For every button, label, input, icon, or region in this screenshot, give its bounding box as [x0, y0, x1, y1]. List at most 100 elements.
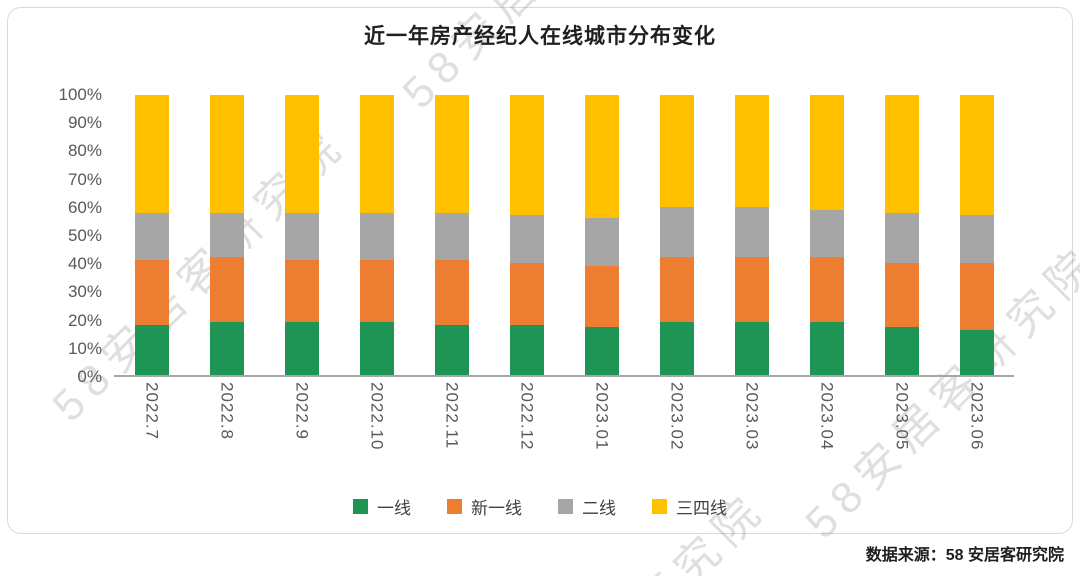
bar-column: [714, 95, 789, 375]
bar-segment-tier1: [584, 327, 619, 375]
bar-segment-tier1: [209, 321, 244, 375]
bar-column: [639, 95, 714, 375]
bar-segment-tier34: [434, 95, 469, 213]
bar-column: [564, 95, 639, 375]
bar-segment-tier2: [209, 212, 244, 258]
x-axis-slot: 2023.04: [789, 382, 864, 492]
x-axis-slot: 2022.11: [414, 382, 489, 492]
bar-column: [339, 95, 414, 375]
bar-column: [864, 95, 939, 375]
bar-segment-tier1: [434, 324, 469, 375]
stacked-bar: [659, 95, 694, 375]
bar-segment-new-tier1: [134, 260, 169, 325]
bar-segment-tier34: [134, 95, 169, 213]
stacked-bar: [959, 95, 994, 375]
x-axis-label: 2023.04: [817, 382, 837, 451]
x-axis-slot: 2022.9: [264, 382, 339, 492]
bar-segment-tier2: [584, 218, 619, 266]
bar-segment-tier34: [284, 95, 319, 213]
bar-segment-tier34: [884, 95, 919, 213]
bar-segment-tier1: [809, 321, 844, 375]
bar-segment-tier34: [209, 95, 244, 213]
bar-segment-new-tier1: [959, 263, 994, 331]
plot-area: [114, 95, 1014, 377]
bar-segment-tier1: [359, 321, 394, 375]
x-axis-label: 2022.12: [517, 382, 537, 451]
bar-segment-new-tier1: [434, 260, 469, 325]
bar-column: [789, 95, 864, 375]
legend-label: 一线: [377, 499, 411, 518]
x-axis-slot: 2023.01: [564, 382, 639, 492]
bar-segment-new-tier1: [284, 260, 319, 322]
bar-segment-new-tier1: [509, 263, 544, 325]
chart-frame: [7, 7, 1073, 534]
bar-segment-tier1: [134, 324, 169, 375]
bar-segment-tier34: [359, 95, 394, 213]
bar-column: [264, 95, 339, 375]
bar-segment-new-tier1: [809, 257, 844, 322]
bar-segment-tier2: [509, 215, 544, 264]
bar-segment-tier34: [584, 95, 619, 219]
bar-segment-tier2: [809, 209, 844, 258]
bar-segment-tier2: [359, 212, 394, 261]
bar-segment-new-tier1: [734, 257, 769, 322]
bar-segment-tier2: [284, 212, 319, 261]
stacked-bar: [209, 95, 244, 375]
legend-swatch-tier1: [353, 499, 368, 514]
bar-column: [414, 95, 489, 375]
legend-swatch-new-tier1: [447, 499, 462, 514]
legend-swatch-tier34: [652, 499, 667, 514]
bar-segment-tier2: [959, 215, 994, 264]
stacked-bar: [284, 95, 319, 375]
bar-segment-tier2: [434, 212, 469, 261]
stacked-bar: [134, 95, 169, 375]
legend-label: 二线: [582, 499, 616, 518]
stacked-bar: [434, 95, 469, 375]
x-axis-label: 2022.7: [142, 382, 162, 440]
bar-segment-tier2: [659, 207, 694, 258]
bar-segment-tier34: [509, 95, 544, 216]
y-axis: 100% 90% 80% 70% 60% 50% 40% 30% 20% 10% 0%: [58, 85, 102, 386]
legend-label: 三四线: [676, 499, 727, 518]
bar-column: [189, 95, 264, 375]
x-axis-slot: 2022.7: [114, 382, 189, 492]
x-axis-slot: 2022.10: [339, 382, 414, 492]
legend-item-new-tier1: 新一线: [447, 494, 522, 519]
bar-segment-tier2: [884, 212, 919, 264]
x-axis-label: 2023.05: [892, 382, 912, 451]
bar-column: [489, 95, 564, 375]
x-axis-label: 2023.03: [742, 382, 762, 451]
bar-segment-tier1: [734, 321, 769, 375]
stacked-bar: [809, 95, 844, 375]
x-axis-label: 2022.9: [292, 382, 312, 440]
stacked-bar: [584, 95, 619, 375]
x-axis: 2022.7 2022.8 2022.9 2022.10 2022.11 2022.12 2…: [114, 382, 1014, 492]
bar-segment-new-tier1: [584, 265, 619, 328]
x-axis-slot: 2023.03: [714, 382, 789, 492]
bar-column: [939, 95, 1014, 375]
legend-item-tier1: 一线: [353, 494, 411, 519]
bar-segment-tier2: [734, 207, 769, 258]
legend: 一线 新一线 二线 三四线: [0, 494, 1080, 519]
legend-swatch-tier2: [558, 499, 573, 514]
stacked-bar: [734, 95, 769, 375]
bar-segment-tier34: [959, 95, 994, 216]
x-axis-label: 2022.11: [442, 382, 462, 450]
legend-item-tier34: 三四线: [652, 494, 727, 519]
stacked-bar: [509, 95, 544, 375]
stacked-bar: [359, 95, 394, 375]
stacked-bar: [884, 95, 919, 375]
x-axis-slot: 2023.02: [639, 382, 714, 492]
x-axis-label: 2023.06: [967, 382, 987, 451]
bar-segment-tier1: [284, 321, 319, 375]
x-axis-slot: 2022.12: [489, 382, 564, 492]
legend-item-tier2: 二线: [558, 494, 616, 519]
x-axis-label: 2023.01: [592, 382, 612, 451]
bar-segment-tier1: [959, 330, 994, 375]
bar-segment-tier1: [509, 324, 544, 375]
bar-segment-new-tier1: [359, 260, 394, 322]
bar-segment-tier1: [884, 327, 919, 375]
bar-segment-tier34: [809, 95, 844, 210]
bar-segment-new-tier1: [659, 257, 694, 322]
x-axis-slot: 2022.8: [189, 382, 264, 492]
